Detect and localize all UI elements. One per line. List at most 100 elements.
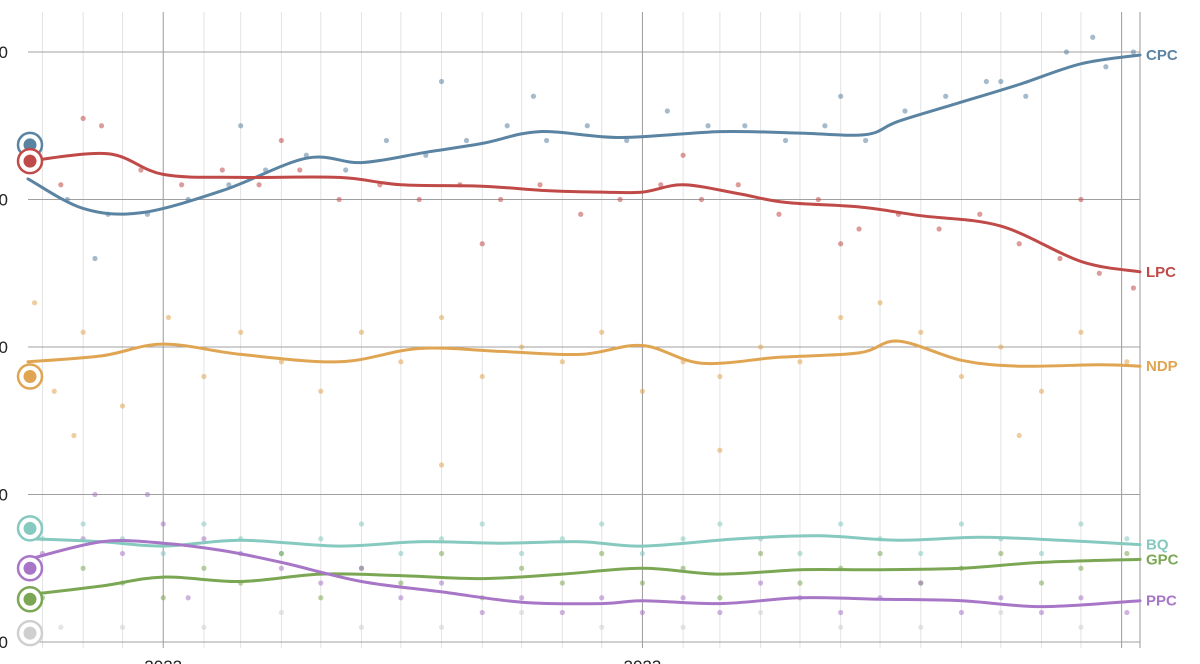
poll-point-ppc (92, 491, 98, 498)
x-tick-label: 2022 (144, 657, 182, 664)
start-marker-dot-bq (23, 521, 37, 535)
poll-point-lpc (256, 182, 262, 188)
poll-point-other (838, 624, 844, 630)
poll-point-ppc (160, 521, 166, 527)
x-tick-label: 2023 (624, 657, 662, 664)
start-marker-dot-gpc (23, 592, 37, 606)
poll-point-bq (680, 536, 686, 542)
start-marker-dot-lpc (23, 154, 37, 168)
poll-point-ppc (918, 580, 924, 586)
series-label-lpc: LPC (1146, 264, 1176, 281)
poll-point-ndp (797, 359, 803, 365)
y-tick-label: 0 (0, 633, 8, 652)
poll-point-other (680, 624, 686, 630)
poll-point-ndp (1038, 388, 1045, 394)
poll-point-gpc (998, 550, 1004, 557)
poll-point-cpc (983, 78, 989, 85)
horizontal-gridlines (28, 51, 1140, 643)
poll-point-ppc (998, 595, 1004, 601)
poll-point-other (58, 624, 64, 630)
poll-point-ndp (757, 344, 764, 350)
poll-point-lpc (815, 196, 821, 203)
poll-point-bq (318, 536, 324, 542)
poll-point-cpc (705, 123, 711, 129)
poll-point-ppc (639, 609, 646, 616)
poll-point-other (438, 624, 445, 630)
poll-point-cpc (902, 108, 908, 114)
poll-point-bq (479, 521, 485, 527)
poll-point-ppc (838, 609, 844, 616)
poll-point-gpc (398, 580, 404, 586)
poll-point-ppc (958, 609, 965, 616)
trend-line-cpc (26, 53, 1142, 216)
poll-point-other (599, 624, 605, 630)
poll-point-ppc (358, 565, 365, 571)
poll-point-gpc (639, 580, 646, 586)
poll-point-lpc (698, 196, 705, 203)
poll-point-ppc (599, 595, 605, 601)
poll-point-cpc (863, 137, 869, 144)
poll-point-ppc (318, 580, 324, 586)
trend-lines (26, 53, 1142, 609)
poll-point-ndp (998, 344, 1004, 350)
poll-point-ppc (680, 595, 686, 601)
poll-point-lpc (479, 241, 485, 247)
poll-point-lpc (297, 167, 303, 173)
poll-point-ndp (51, 388, 57, 394)
poll-point-ppc (757, 580, 764, 586)
poll-point-bq (358, 521, 365, 527)
start-marker-dot-cpc (23, 138, 37, 152)
poll-point-lpc (1016, 241, 1022, 247)
poll-point-cpc (238, 123, 244, 129)
y-tick-label: 0 (0, 43, 8, 62)
poll-point-ppc (201, 536, 207, 542)
series-label-bq: BQ (1146, 537, 1169, 554)
start-marker-dot-ppc (23, 561, 37, 575)
poll-point-ppc (717, 609, 723, 616)
poll-point-lpc (1130, 285, 1137, 291)
poll-point-ndp (479, 373, 485, 380)
poll-point-gpc (160, 595, 166, 601)
poll-point-ppc (278, 565, 284, 571)
poll-point-ndp (71, 432, 77, 439)
start-marker-dot-other (23, 626, 37, 640)
y-tick-label: 0 (0, 486, 8, 505)
poll-point-lpc (838, 241, 844, 247)
poll-point-ppc (559, 609, 565, 616)
poll-point-lpc (98, 123, 105, 129)
poll-point-lpc (1057, 255, 1063, 262)
poll-point-lpc (80, 115, 86, 121)
poll-point-cpc (742, 123, 748, 129)
poll-point-ndp (119, 403, 126, 409)
poll-point-ppc (438, 580, 445, 586)
poll-point-gpc (599, 550, 605, 557)
poll-point-ndp (958, 373, 965, 380)
poll-point-lpc (735, 182, 741, 188)
poll-point-lpc (179, 182, 185, 188)
poll-point-bq (639, 550, 646, 557)
y-tick-label: 0 (0, 338, 8, 357)
poll-point-lpc (658, 182, 664, 188)
poll-point-cpc (664, 108, 670, 114)
poll-point-ppc (519, 595, 525, 601)
poll-point-other (278, 609, 284, 616)
poll-point-ndp (1124, 359, 1130, 365)
poll-point-ndp (358, 329, 365, 335)
poll-point-other (358, 624, 365, 630)
poll-point-bq (958, 521, 965, 527)
poll-point-cpc (530, 93, 537, 99)
poll-point-lpc (58, 182, 64, 188)
poll-point-bq (599, 521, 605, 527)
poll-point-ndp (519, 344, 525, 350)
poll-point-gpc (717, 595, 723, 601)
poll-point-ppc (398, 595, 404, 601)
poll-point-ppc (1078, 595, 1084, 601)
poll-point-other (998, 609, 1004, 616)
poll-point-lpc (416, 196, 422, 203)
poll-point-bq (80, 521, 86, 527)
poll-point-cpc (543, 137, 550, 144)
poll-point-cpc (624, 137, 630, 144)
poll-point-gpc (318, 595, 324, 601)
